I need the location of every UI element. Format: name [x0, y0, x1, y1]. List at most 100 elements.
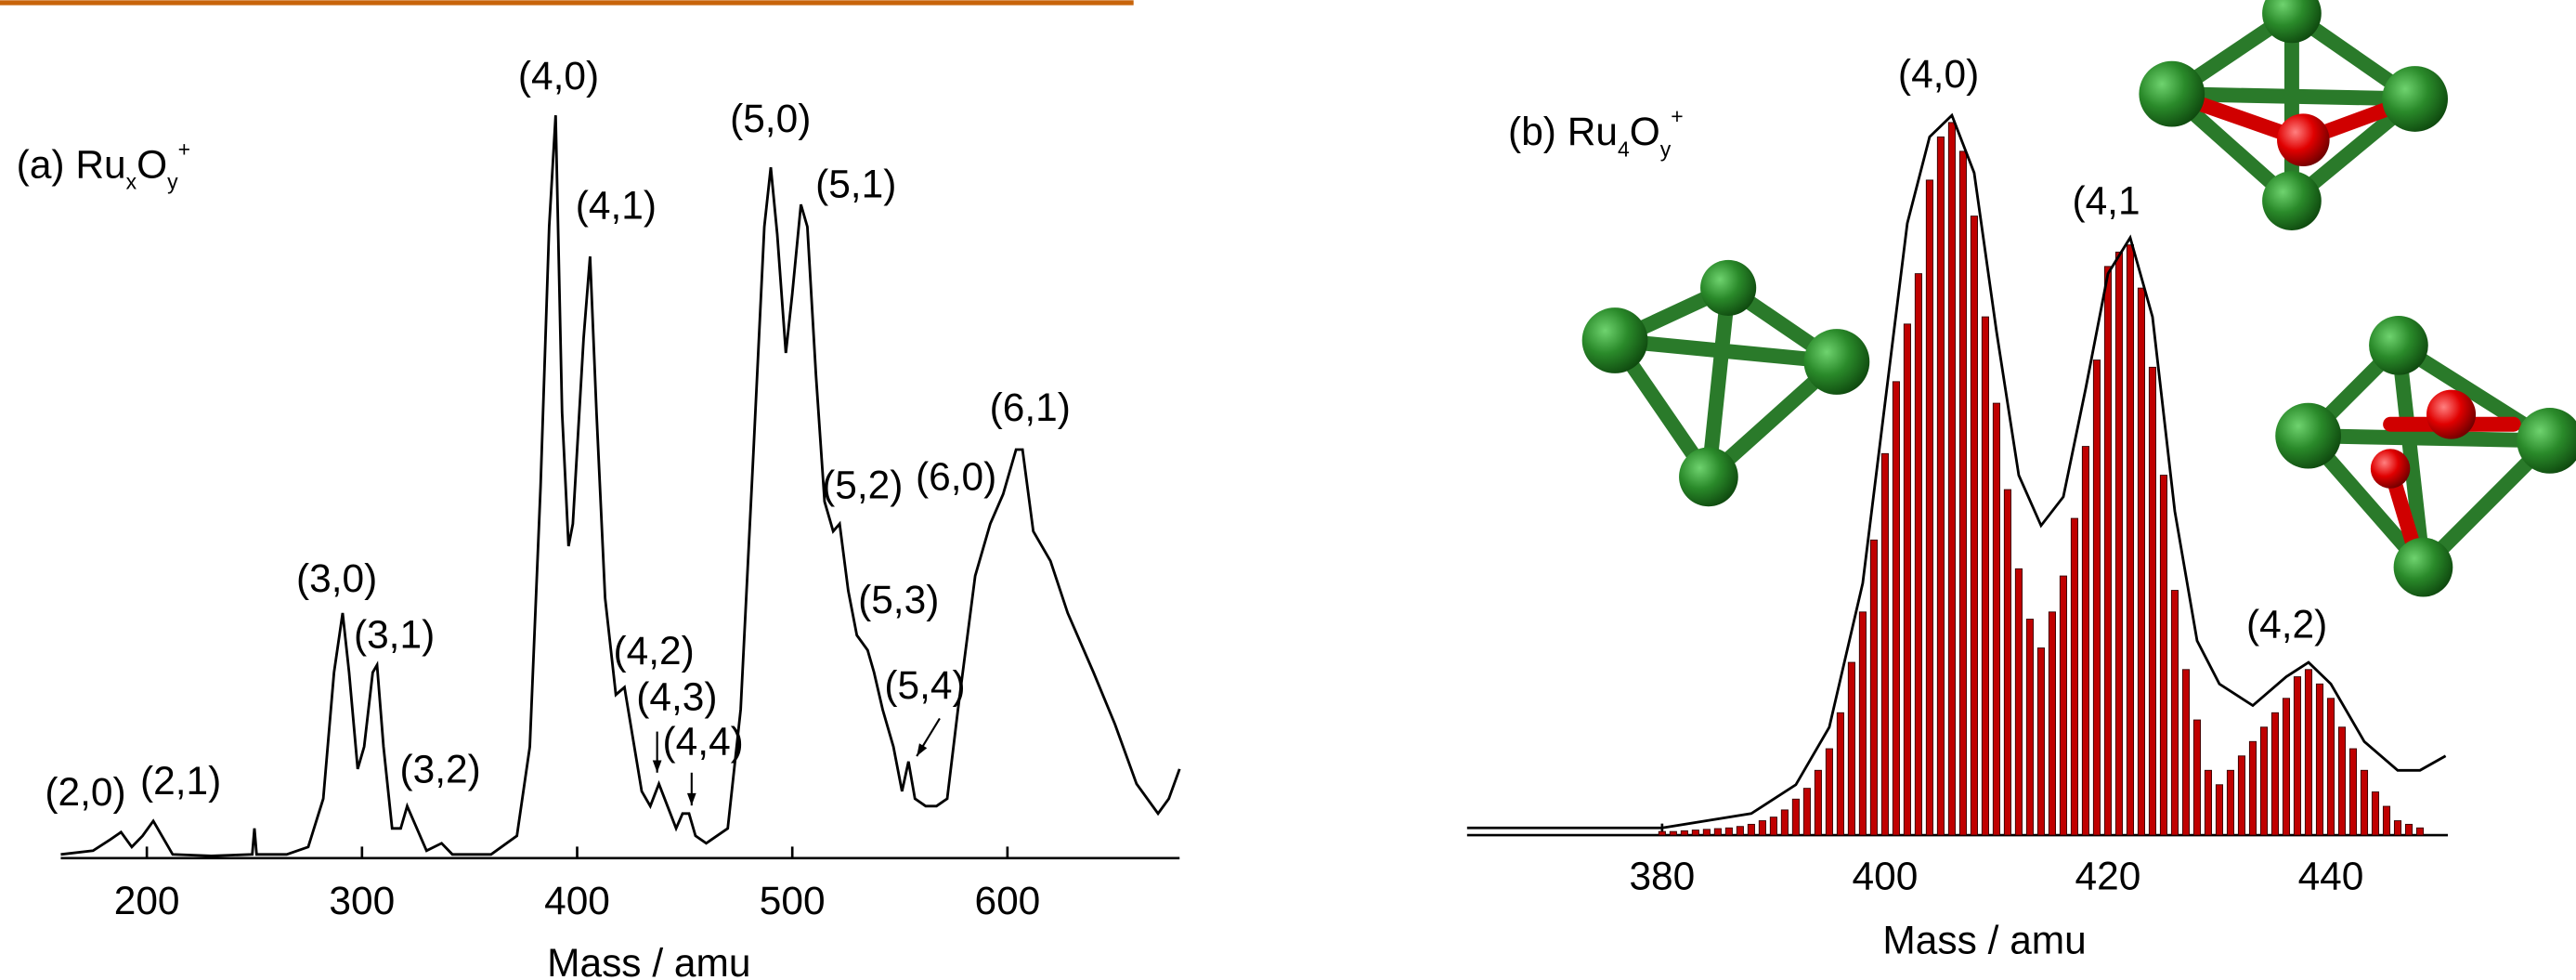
- isotope-bar: [1903, 323, 1911, 836]
- title-part: y: [167, 170, 178, 194]
- isotope-bar: [2282, 698, 2291, 836]
- x-axis-label: Mass / amu: [1882, 918, 2086, 961]
- title-part: +: [178, 137, 190, 161]
- isotope-bar: [1747, 823, 1755, 836]
- peak-label: (2,0): [45, 770, 125, 814]
- isotope-bar: [2126, 244, 2134, 836]
- isotope-bar: [1780, 809, 1789, 836]
- peak-label: (5,0): [730, 97, 811, 140]
- isotope-bar: [2103, 266, 2112, 836]
- isotope-bar: [1958, 150, 1967, 836]
- isotope-bar: [2014, 568, 2023, 836]
- isotope-bar: [1970, 216, 1978, 836]
- isotope-bar: [2348, 748, 2358, 836]
- isotope-bar: [1892, 381, 1900, 836]
- isotope-bar: [1914, 273, 1922, 836]
- isotope-bar: [2326, 698, 2335, 836]
- isotope-bar: [2337, 726, 2347, 836]
- title-part: x: [126, 170, 137, 194]
- x-axis-label: Mass / amu: [547, 941, 750, 980]
- peak-label: (5,3): [858, 578, 939, 621]
- x-tick-label: 500: [760, 879, 826, 922]
- isotope-bar: [2148, 366, 2156, 836]
- peak-label: (3,0): [296, 556, 377, 600]
- spectrum-line: [60, 115, 1181, 857]
- panel-title: (a) RuxOy+: [17, 137, 190, 193]
- isotope-bar: [2137, 287, 2145, 836]
- peak-label: (4,4): [663, 719, 744, 763]
- isotope-bar: [1858, 611, 1867, 836]
- isotope-bar: [2248, 740, 2257, 836]
- isotope-bar: [1713, 828, 1722, 836]
- isotope-bar: [2192, 719, 2202, 836]
- isotope-bar: [1936, 136, 1945, 836]
- isotope-bar: [1814, 769, 1822, 836]
- peak-label: (3,2): [399, 747, 480, 791]
- isotope-bar: [1724, 827, 1733, 836]
- peak-label: (4,2): [2246, 603, 2327, 647]
- peak-label: (2,1): [140, 759, 221, 803]
- isotope-bar: [2048, 611, 2056, 836]
- isotope-bar: [2404, 823, 2413, 836]
- isotope-bar: [1802, 788, 1811, 836]
- isotope-bar: [1880, 452, 1889, 836]
- isotope-bar: [2304, 669, 2313, 836]
- isotope-bar: [2237, 755, 2246, 836]
- peak-label: (6,1): [990, 385, 1071, 429]
- x-tick-label: 440: [2298, 854, 2364, 897]
- peak-label: (4,0): [1898, 52, 1979, 96]
- x-tick-label: 600: [974, 879, 1040, 922]
- peak-label: (6,0): [916, 454, 996, 498]
- isotope-bar: [1680, 830, 1688, 836]
- top-rule: [0, 0, 1134, 6]
- isotope-bar: [1947, 122, 1956, 836]
- peak-label: (4,2): [613, 629, 694, 673]
- molecule-oxide-1: [2139, 0, 2449, 230]
- isotope-bar: [2215, 784, 2224, 836]
- isotope-bar: [2036, 647, 2045, 836]
- x-tick-label: 380: [1629, 854, 1695, 897]
- isotope-bar: [2293, 676, 2302, 836]
- peak-label: (4,1: [2072, 178, 2140, 222]
- isotope-bar: [2371, 791, 2380, 836]
- isotope-bar: [2159, 475, 2168, 836]
- title-part: y: [1660, 137, 1672, 161]
- isotope-bar: [2360, 769, 2369, 836]
- isotope-bar: [1691, 830, 1699, 836]
- arrow-head: [686, 792, 696, 806]
- isotope-bar: [2270, 712, 2280, 836]
- x-tick-label: 420: [2075, 854, 2141, 897]
- peak-label: (5,1): [815, 163, 896, 206]
- isotope-bar: [2114, 251, 2123, 836]
- isotope-bar: [2181, 669, 2191, 836]
- title-part: O: [1630, 110, 1660, 153]
- isotope-bar: [2204, 769, 2213, 836]
- isotope-bar: [1847, 661, 1855, 836]
- title-part: O: [137, 142, 167, 186]
- molecule-tetrahedron: [1581, 259, 1870, 507]
- isotope-bar: [1869, 539, 1878, 836]
- x-tick-label: 400: [544, 879, 610, 922]
- isotope-bar: [2393, 820, 2402, 836]
- peak-label: (3,1): [354, 612, 435, 656]
- isotope-bar: [2003, 489, 2011, 836]
- spectrum-line: [1466, 112, 2447, 830]
- isotope-bar: [2025, 619, 2034, 836]
- isotope-bar: [2059, 575, 2067, 836]
- panel-title: (b) Ru4Oy +: [1508, 104, 1684, 161]
- isotope-bar: [2382, 805, 2391, 836]
- title-part: 4: [1618, 137, 1630, 161]
- x-tick-label: 400: [1853, 854, 1919, 897]
- isotope-bar: [1769, 817, 1777, 836]
- isotope-bar: [1836, 712, 1844, 836]
- peak-label: (4,1): [576, 184, 657, 228]
- isotope-bar: [1758, 820, 1766, 836]
- peak-label: (5,4): [884, 663, 965, 707]
- isotope-bar: [2081, 446, 2089, 836]
- isotope-bar: [1825, 748, 1833, 836]
- isotope-bar: [1992, 402, 2000, 836]
- isotope-bar: [2415, 827, 2425, 836]
- isotope-bar: [2259, 726, 2269, 836]
- x-tick-label: 300: [329, 879, 395, 922]
